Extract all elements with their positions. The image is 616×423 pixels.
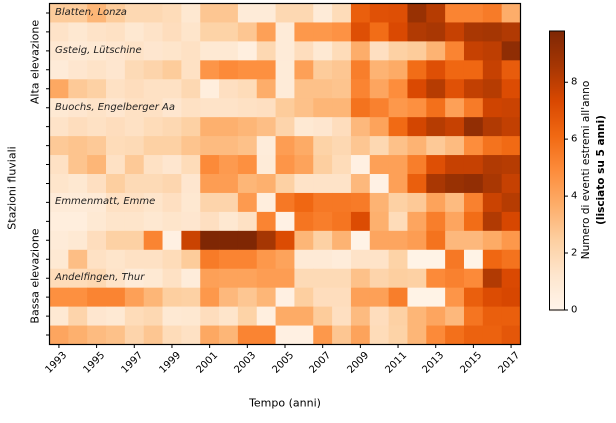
colorbar-tick-label: 6 bbox=[571, 133, 578, 145]
station-annotation: Emmenmatt, Emme bbox=[55, 196, 156, 207]
station-annotation: Andelfingen, Thur bbox=[55, 272, 145, 283]
y-axis-label: Stazioni fluviali bbox=[5, 146, 19, 230]
station-annotation: Gsteig, Lütschine bbox=[55, 45, 142, 56]
colorbar-tick-label: 4 bbox=[571, 190, 578, 202]
station-annotation: Blatten, Lonza bbox=[55, 7, 127, 18]
y-group-label-bassa: Bassa elevazione bbox=[28, 228, 42, 324]
colorbar-label-line1: Numero di eventi estremi all'anno bbox=[580, 80, 592, 260]
station-annotation: Buochs, Engelberger Aa bbox=[55, 102, 176, 113]
y-group-label-alta: Alta elevazione bbox=[28, 19, 42, 105]
x-axis-label: Tempo (anni) bbox=[249, 396, 321, 410]
colorbar-tick-label: 2 bbox=[571, 247, 578, 259]
colorbar-tick-label: 8 bbox=[571, 76, 578, 88]
colorbar-label-line2: (lisciato su 5 anni) bbox=[595, 115, 607, 225]
colorbar-tick-label: 0 bbox=[571, 304, 578, 316]
